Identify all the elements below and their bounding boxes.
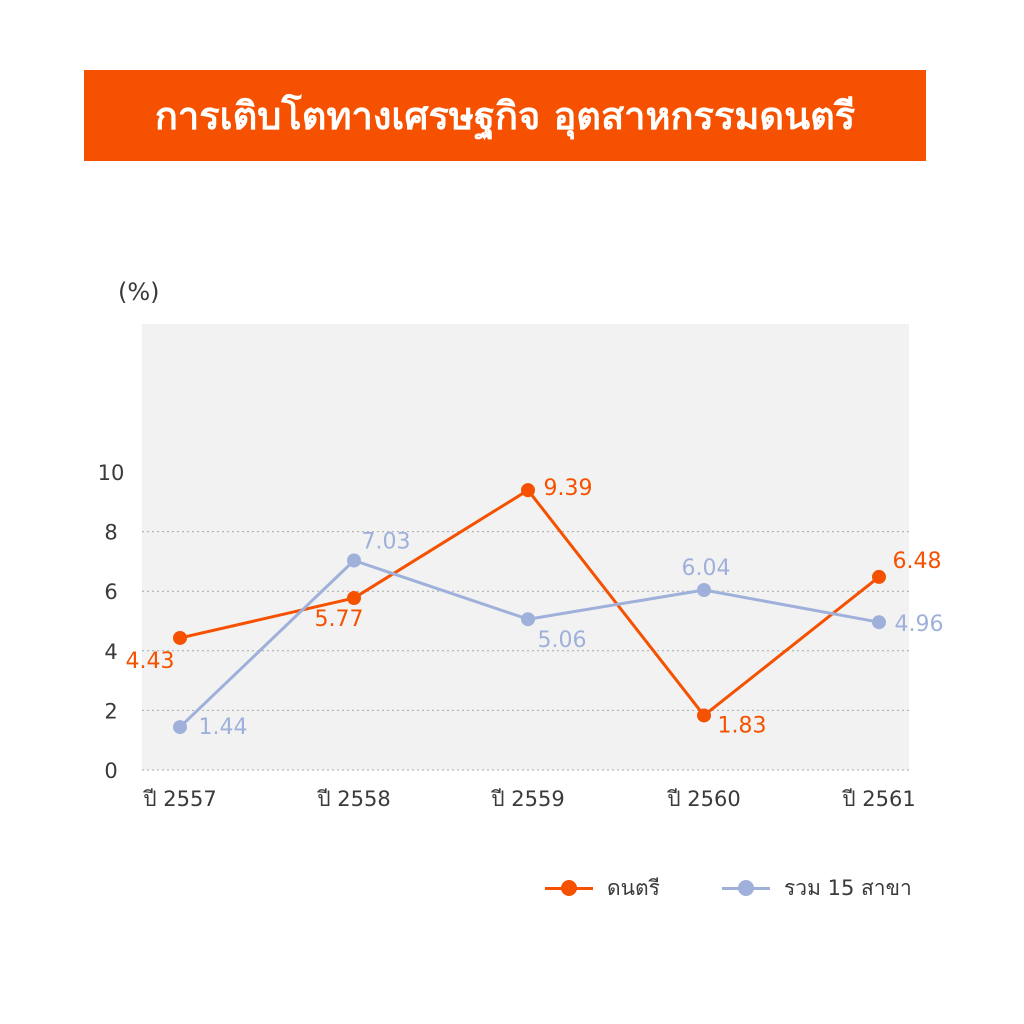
data-label-music: 6.48 [893,549,942,574]
x-tick-label: ปี 2557 [143,787,217,811]
data-point-music [872,569,886,584]
legend-swatch-music [545,872,593,904]
legend-item-all: รวม 15 สาขา [722,872,912,904]
legend-label-all: รวม 15 สาขา [784,875,912,900]
data-label-all: 6.04 [682,556,731,581]
data-label-all: 7.03 [362,530,411,555]
y-tick-label: 8 [104,521,117,545]
chart-title: การเติบโตทางเศรษฐกิจ อุตสาหกรรมดนตรี [154,94,856,138]
data-label-music: 4.43 [126,649,175,674]
x-tick-label: ปี 2558 [317,787,391,811]
legend-item-music: ดนตรี [545,872,660,904]
y-tick-label: 6 [104,580,117,604]
x-tick-label: ปี 2561 [842,787,916,811]
data-point-all [173,720,187,735]
y-tick-label: 10 [98,461,125,485]
data-point-music [697,708,711,723]
legend: ดนตรี รวม 15 สาขา [0,872,1024,904]
data-point-all [521,612,535,627]
data-point-music [521,483,535,498]
legend-label-music: ดนตรี [607,875,660,900]
data-point-all [697,583,711,598]
y-tick-label: 4 [104,640,117,664]
data-label-music: 1.83 [718,713,767,738]
data-point-music [347,591,361,606]
x-tick-label: ปี 2559 [491,787,565,811]
data-label-all: 4.96 [895,612,944,637]
data-label-music: 9.39 [544,476,593,501]
y-tick-label: 0 [104,759,117,783]
y-tick-label: 2 [104,699,117,723]
data-point-all [347,553,361,568]
data-label-music: 5.77 [315,607,364,632]
x-tick-label: ปี 2560 [667,787,741,811]
title-banner: การเติบโตทางเศรษฐกิจ อุตสาหกรรมดนตรี [84,70,926,161]
data-point-music [173,630,187,645]
y-axis-unit-label: (%) [118,278,160,306]
data-label-all: 1.44 [199,715,248,740]
data-point-all [872,615,886,630]
legend-swatch-all [722,872,770,904]
plot-area [142,324,909,770]
data-label-all: 5.06 [538,628,587,653]
